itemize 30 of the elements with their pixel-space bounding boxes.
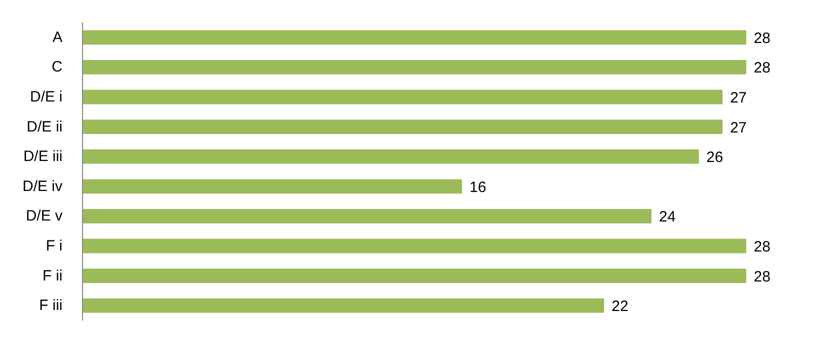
bar (82, 268, 746, 284)
y-tick-label: F iii (39, 297, 62, 314)
y-tick-label: F ii (42, 267, 63, 284)
bar (82, 60, 746, 74)
bar (82, 149, 699, 164)
data-label: 27 (730, 90, 747, 106)
bar (82, 30, 746, 45)
y-tick-label: F i (46, 238, 63, 254)
y-tick-label: D/E iv (22, 178, 63, 195)
y-tick-label: A (52, 28, 63, 46)
bar (82, 90, 723, 104)
data-label: 24 (659, 208, 676, 226)
bar (82, 208, 652, 224)
data-label: 27 (730, 119, 747, 136)
data-label: 28 (754, 30, 770, 47)
y-tick-label: D/E iii (23, 148, 62, 166)
bar (82, 238, 746, 254)
y-tick-label: D/E ii (26, 118, 63, 136)
data-label: 26 (706, 149, 724, 166)
data-label: 16 (470, 178, 486, 196)
bar (82, 298, 604, 313)
y-tick-label: D/E v (26, 208, 63, 225)
data-label: 28 (754, 60, 770, 77)
data-label: 22 (612, 298, 628, 316)
y-tick-label: D/E i (30, 88, 63, 106)
data-label: 28 (754, 268, 770, 286)
data-label: 28 (754, 238, 770, 256)
y-tick-label: C (52, 58, 63, 76)
bar (82, 179, 462, 194)
bar (82, 120, 723, 134)
